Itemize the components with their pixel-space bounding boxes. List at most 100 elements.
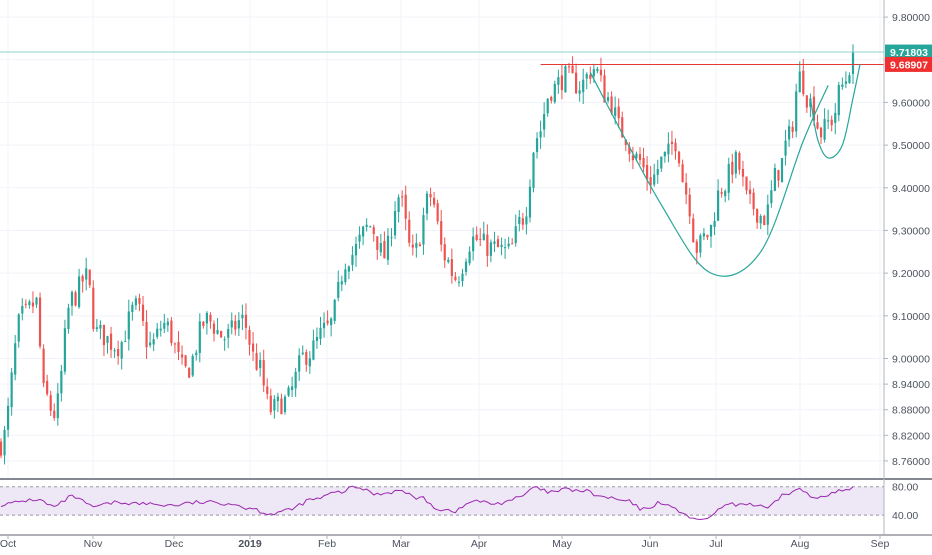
drawing-overlays[interactable]: [0, 51, 932, 536]
candle[interactable]: [202, 320, 205, 329]
candle[interactable]: [827, 109, 830, 129]
candle[interactable]: [809, 93, 812, 118]
candle[interactable]: [489, 239, 492, 263]
candle[interactable]: [145, 310, 148, 360]
candle[interactable]: [773, 163, 776, 192]
candle[interactable]: [298, 348, 301, 381]
candle[interactable]: [511, 238, 514, 245]
candle[interactable]: [312, 329, 315, 361]
candle[interactable]: [184, 354, 187, 368]
candle[interactable]: [358, 226, 361, 249]
candle[interactable]: [816, 114, 819, 130]
candle[interactable]: [514, 214, 517, 247]
cup-curve[interactable]: [589, 72, 829, 277]
candle[interactable]: [479, 228, 482, 246]
candle[interactable]: [106, 335, 109, 354]
candle[interactable]: [447, 257, 450, 264]
candle[interactable]: [393, 201, 397, 240]
candle[interactable]: [837, 81, 840, 122]
candle[interactable]: [713, 212, 716, 236]
resistance-price-badge[interactable]: 9.68907: [885, 56, 932, 72]
candle[interactable]: [340, 275, 343, 292]
candle[interactable]: [134, 295, 137, 311]
candle[interactable]: [376, 236, 379, 260]
candle[interactable]: [244, 303, 248, 340]
candle[interactable]: [504, 238, 507, 259]
candle[interactable]: [695, 239, 698, 265]
candle[interactable]: [17, 313, 20, 348]
candle[interactable]: [450, 248, 453, 284]
candle[interactable]: [482, 221, 485, 241]
candle[interactable]: [390, 228, 393, 247]
candle[interactable]: [322, 312, 326, 338]
candle[interactable]: [457, 276, 461, 287]
candle[interactable]: [3, 425, 6, 465]
candle[interactable]: [67, 303, 70, 334]
candle[interactable]: [255, 343, 258, 371]
candle[interactable]: [177, 331, 180, 361]
candle[interactable]: [141, 296, 145, 327]
candle[interactable]: [78, 268, 81, 309]
candle[interactable]: [727, 157, 730, 201]
candle[interactable]: [440, 209, 443, 252]
candlestick-series[interactable]: [0, 44, 855, 465]
candle[interactable]: [472, 227, 475, 261]
candle[interactable]: [756, 208, 759, 229]
candle[interactable]: [819, 126, 823, 144]
candle[interactable]: [365, 218, 368, 232]
candle[interactable]: [330, 317, 333, 337]
candle[interactable]: [692, 213, 695, 243]
candle[interactable]: [560, 64, 563, 100]
candle[interactable]: [273, 395, 276, 419]
candle[interactable]: [606, 91, 610, 104]
candle[interactable]: [557, 69, 560, 94]
candle[interactable]: [347, 265, 350, 280]
candle[interactable]: [415, 233, 418, 258]
candle[interactable]: [166, 318, 169, 332]
candle[interactable]: [124, 330, 127, 343]
candle[interactable]: [788, 119, 791, 147]
candle[interactable]: [99, 320, 102, 340]
candle[interactable]: [95, 319, 98, 332]
candle[interactable]: [745, 176, 748, 195]
candle[interactable]: [351, 246, 354, 272]
candle[interactable]: [521, 212, 524, 230]
candle[interactable]: [844, 71, 847, 89]
candle[interactable]: [63, 319, 66, 375]
candle[interactable]: [60, 364, 63, 402]
candle[interactable]: [834, 103, 837, 135]
candle[interactable]: [163, 313, 166, 334]
candle[interactable]: [656, 159, 659, 184]
candle[interactable]: [152, 333, 155, 352]
candle[interactable]: [131, 301, 134, 321]
candle[interactable]: [535, 132, 539, 159]
rsi-line[interactable]: [0, 485, 854, 521]
candle[interactable]: [404, 185, 407, 231]
candle[interactable]: [85, 257, 88, 291]
candle[interactable]: [752, 188, 755, 216]
candle[interactable]: [603, 69, 606, 103]
candle[interactable]: [802, 58, 805, 97]
candle[interactable]: [227, 323, 230, 349]
candle[interactable]: [798, 61, 801, 93]
candle[interactable]: [688, 187, 691, 225]
candle[interactable]: [646, 156, 649, 191]
candle[interactable]: [7, 397, 10, 438]
candle[interactable]: [21, 298, 24, 321]
candle[interactable]: [667, 132, 670, 163]
candle[interactable]: [724, 189, 727, 203]
candle[interactable]: [546, 98, 549, 117]
candle[interactable]: [791, 121, 794, 139]
candle[interactable]: [717, 179, 720, 222]
candle[interactable]: [294, 367, 297, 397]
candle[interactable]: [276, 392, 279, 413]
candle[interactable]: [670, 130, 674, 155]
candle[interactable]: [14, 335, 17, 381]
candle[interactable]: [120, 340, 123, 370]
candle[interactable]: [262, 349, 265, 393]
candle[interactable]: [699, 233, 702, 258]
candle[interactable]: [10, 367, 13, 416]
candle[interactable]: [702, 228, 705, 241]
candle[interactable]: [308, 350, 311, 374]
